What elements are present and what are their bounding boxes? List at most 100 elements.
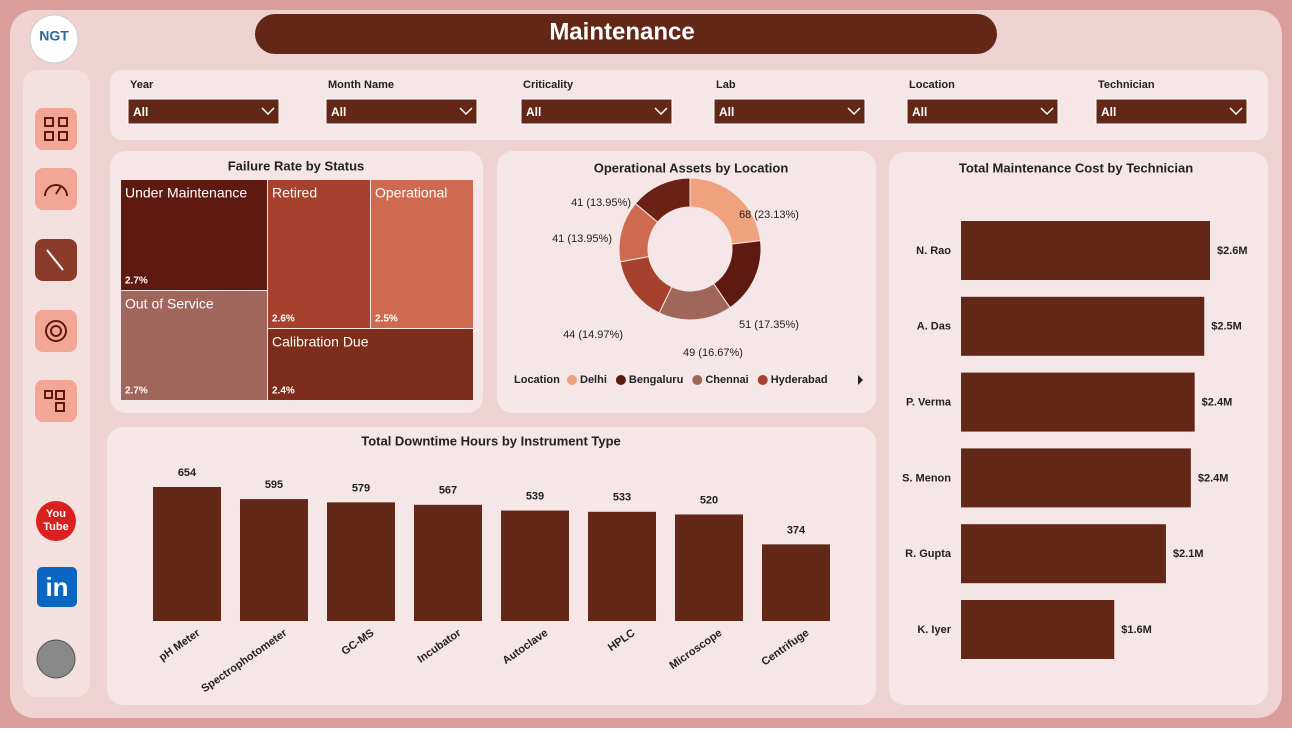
filter-dropdown[interactable]: [325, 98, 478, 125]
legend-swatch: [692, 375, 703, 385]
slice-label: 68 (23.13%): [739, 209, 799, 221]
nav-overview[interactable]: [35, 168, 77, 210]
filter-dropdown[interactable]: [906, 98, 1059, 125]
filter-panel: [110, 70, 1268, 140]
filter-dropdown[interactable]: [1095, 98, 1248, 125]
tile-value: 2.6%: [272, 314, 295, 325]
filter-value: All: [526, 105, 541, 119]
y-tick-label: S. Menon: [902, 472, 951, 484]
filter-label: Month Name: [328, 79, 394, 91]
youtube-text: You: [46, 508, 66, 520]
tile-label: Retired: [272, 185, 317, 201]
bar: [675, 514, 743, 621]
y-tick-label: K. Iyer: [917, 624, 951, 636]
filter-label: Lab: [716, 79, 736, 91]
value-label: 579: [352, 482, 370, 494]
nav-home[interactable]: [35, 108, 77, 150]
bar: [961, 600, 1115, 659]
treemap-tile: [268, 329, 473, 400]
filter-value: All: [719, 105, 734, 119]
web-icon[interactable]: [36, 639, 76, 679]
value-label: $2.6M: [1217, 245, 1248, 257]
slice-label: 41 (13.95%): [571, 197, 631, 209]
linkedin-icon[interactable]: [37, 567, 77, 607]
bar: [762, 544, 830, 621]
bar: [240, 499, 308, 621]
icon-glyphs: [44, 117, 68, 412]
tile-label: Calibration Due: [272, 334, 369, 350]
youtube-icon[interactable]: [36, 501, 76, 541]
filter-label: Year: [130, 79, 154, 91]
value-label: $2.1M: [1173, 548, 1204, 560]
bar: [327, 502, 395, 621]
value-label: 533: [613, 492, 631, 504]
tile-label: Operational: [375, 185, 447, 201]
value-label: $2.4M: [1202, 397, 1233, 409]
tile-label: Out of Service: [125, 296, 214, 312]
nav-targets[interactable]: [35, 310, 77, 352]
dropdown-arrow: [1040, 107, 1054, 116]
filter-dropdown[interactable]: [520, 98, 673, 125]
youtube-text: Tube: [43, 521, 68, 533]
filter-value: All: [133, 105, 148, 119]
linkedin-text: in: [45, 572, 68, 602]
legend-next[interactable]: [858, 375, 863, 385]
dropdown-arrow: [261, 107, 275, 116]
treemap-tile: [371, 180, 473, 328]
slice-label: 49 (16.67%): [683, 347, 743, 359]
logo-text: NGT: [39, 28, 69, 44]
chart-title: Failure Rate by Status: [228, 158, 365, 173]
bar: [588, 511, 656, 621]
panel: [107, 427, 876, 705]
slice-label: 41 (13.95%): [552, 233, 612, 245]
treemap-tile: [268, 180, 370, 328]
value-label: 654: [178, 467, 197, 479]
bar: [153, 487, 221, 621]
legend-label: Bengaluru: [629, 374, 683, 386]
nav-details[interactable]: [35, 380, 77, 422]
chart-title: Total Downtime Hours by Instrument Type: [361, 433, 621, 448]
value-label: $1.6M: [1121, 624, 1152, 636]
tile-value: 2.5%: [375, 314, 398, 325]
legend-swatch: [567, 375, 577, 385]
slice-label: 44 (14.97%): [563, 329, 623, 341]
tile-value: 2.7%: [125, 386, 148, 397]
value-label: $2.5M: [1211, 321, 1242, 333]
value-label: 520: [700, 494, 718, 506]
value-label: 374: [787, 524, 806, 536]
donut-slice: [634, 177, 691, 223]
filter-dropdown[interactable]: [127, 98, 280, 125]
filter-label: Location: [909, 79, 955, 91]
y-tick-label: A. Das: [917, 321, 951, 333]
y-tick-label: R. Gupta: [905, 548, 952, 560]
bar: [961, 221, 1210, 280]
filter-value: All: [912, 105, 927, 119]
y-tick-label: N. Rao: [916, 245, 951, 257]
value-label: 595: [265, 479, 283, 491]
dropdown-arrow: [459, 107, 473, 116]
treemap-tile: [121, 180, 267, 290]
legend-label: Chennai: [705, 374, 748, 386]
value-label: 539: [526, 490, 544, 502]
legend-label: Delhi: [580, 374, 607, 386]
legend-swatch: [615, 375, 626, 385]
page-title: Maintenance: [549, 18, 694, 45]
value-label: 567: [439, 485, 457, 497]
filter-label: Criticality: [523, 79, 574, 91]
tile-label: Under Maintenance: [125, 185, 247, 201]
filter-value: All: [1101, 105, 1116, 119]
value-label: $2.4M: [1198, 472, 1229, 484]
dropdown-arrow: [847, 107, 861, 116]
chart-title: Total Maintenance Cost by Technician: [959, 160, 1193, 175]
filter-value: All: [331, 105, 346, 119]
nav-icons: [35, 108, 77, 422]
slice-label: 51 (17.35%): [739, 319, 799, 331]
dropdown-arrow: [1229, 107, 1243, 116]
filter-dropdown[interactable]: [713, 98, 866, 125]
tile-value: 2.7%: [125, 276, 148, 287]
legend-label: Hyderabad: [771, 374, 828, 386]
bar: [961, 372, 1195, 432]
dropdown-arrow: [654, 107, 668, 116]
treemap-tile: [121, 291, 267, 400]
